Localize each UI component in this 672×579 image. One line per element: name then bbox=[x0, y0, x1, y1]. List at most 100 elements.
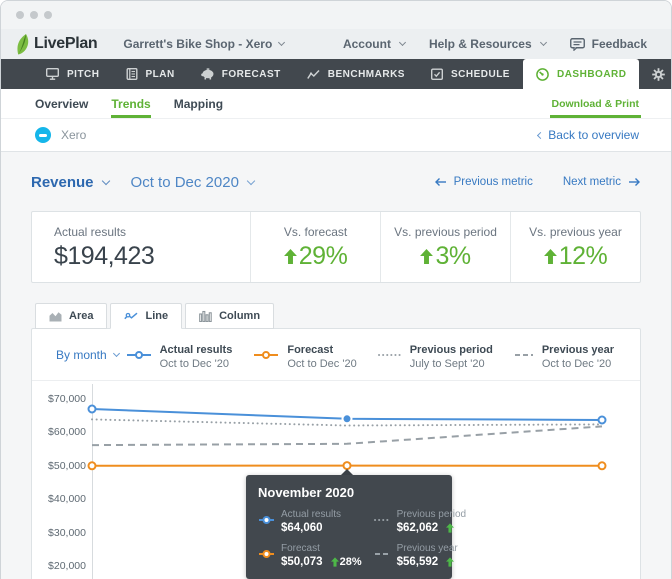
back-to-overview-link[interactable]: Back to overview bbox=[537, 128, 639, 142]
dotted-line-swatch-icon bbox=[377, 347, 402, 370]
tooltip-delta: 3% bbox=[446, 522, 471, 534]
stat-value: $194,423 bbox=[54, 242, 155, 270]
dashboard-content: Revenue Oct to Dec 2020 Previous metric … bbox=[1, 152, 671, 579]
tab-label: DASHBOARD bbox=[556, 68, 627, 80]
tooltip-delta: 28% bbox=[330, 556, 362, 568]
tooltip-delta-pct: 3% bbox=[455, 522, 472, 534]
stat-vs-previous-year: Vs. previous year 12% bbox=[510, 212, 640, 282]
period-dropdown[interactable]: Oct to Dec 2020 bbox=[131, 174, 256, 191]
chart-tab-label: Column bbox=[219, 310, 261, 322]
group-by-dropdown[interactable]: By month bbox=[56, 348, 120, 362]
legend-period: Oct to Dec '20 bbox=[159, 358, 229, 370]
chevron-down-icon bbox=[278, 38, 286, 47]
window-titlebar bbox=[1, 1, 671, 29]
tab-schedule[interactable]: SCHEDULE bbox=[418, 59, 523, 89]
y-axis-tick: $70,000 bbox=[48, 393, 86, 405]
line-chart-plot[interactable]: $70,000 $60,000 $50,000 $40,000 $30,000 … bbox=[32, 380, 640, 579]
data-source-bar: Xero Back to overview bbox=[1, 119, 671, 152]
y-axis-tick: $50,000 bbox=[48, 460, 86, 472]
legend-forecast[interactable]: Forecast Oct to Dec '20 bbox=[253, 344, 357, 370]
metric-bar: Revenue Oct to Dec 2020 Previous metric … bbox=[31, 166, 641, 198]
chevron-down-icon bbox=[112, 349, 120, 358]
line-marker-swatch-icon bbox=[258, 512, 275, 534]
subnav-label: Trends bbox=[111, 96, 151, 111]
chart-tooltip: November 2020 Actual results $64,060 bbox=[246, 469, 477, 579]
monitor-icon bbox=[46, 68, 59, 80]
tab-options[interactable]: OPTIONS bbox=[639, 59, 671, 89]
summary-stats-card: Actual results $194,423 Vs. forecast 29%… bbox=[31, 211, 641, 283]
app-header: LivePlan Garrett's Bike Shop - Xero Acco… bbox=[1, 29, 671, 59]
chart-legend: Actual results Oct to Dec '20 Forecast O… bbox=[126, 344, 614, 370]
legend-previous-period[interactable]: Previous period July to Sept '20 bbox=[377, 344, 493, 370]
logo-text: LivePlan bbox=[34, 35, 98, 52]
download-print-button[interactable]: Download & Print bbox=[549, 89, 641, 118]
up-arrow-icon bbox=[420, 249, 434, 264]
liveplan-logo[interactable]: LivePlan bbox=[15, 33, 98, 55]
company-selector[interactable]: Garrett's Bike Shop - Xero bbox=[123, 37, 286, 51]
notebook-icon bbox=[126, 68, 137, 80]
tooltip-delta: 13% bbox=[446, 556, 477, 568]
chart-series-svg bbox=[87, 404, 607, 471]
y-axis-tick: $30,000 bbox=[48, 527, 86, 539]
chart-tab-column[interactable]: Column bbox=[185, 303, 275, 329]
arrow-left-icon bbox=[434, 178, 446, 186]
tooltip-series-name: Forecast bbox=[281, 543, 320, 554]
tooltip-forecast: Forecast $50,073 28% bbox=[258, 543, 362, 568]
previous-metric-button[interactable]: Previous metric bbox=[434, 176, 533, 188]
subnav-label: Mapping bbox=[173, 96, 224, 111]
dashboard-subnav: Overview Trends Mapping Download & Print bbox=[1, 89, 671, 119]
tooltip-value: $50,073 bbox=[281, 556, 323, 568]
legend-period: July to Sept '20 bbox=[409, 358, 485, 370]
line-chart-icon bbox=[124, 312, 138, 319]
trend-line-icon bbox=[306, 69, 320, 79]
subnav-label: Overview bbox=[35, 96, 89, 111]
metric-name: Revenue bbox=[31, 173, 94, 191]
tab-dashboard[interactable]: DASHBOARD bbox=[522, 59, 640, 89]
tab-forecast[interactable]: FORECAST bbox=[188, 59, 294, 89]
tab-plan[interactable]: PLAN bbox=[113, 59, 188, 89]
window-control-dot[interactable] bbox=[44, 11, 52, 19]
legend-period: Oct to Dec '20 bbox=[541, 358, 612, 370]
subnav-overview[interactable]: Overview bbox=[35, 89, 88, 118]
source-name: Xero bbox=[61, 128, 87, 142]
window-control-dot[interactable] bbox=[16, 11, 24, 19]
up-arrow-icon bbox=[283, 249, 297, 264]
chart-tab-area[interactable]: Area bbox=[35, 303, 108, 329]
legend-previous-year[interactable]: Previous year Oct to Dec '20 bbox=[514, 344, 614, 370]
chart-tab-label: Area bbox=[69, 310, 94, 322]
legend-name: Forecast bbox=[287, 344, 334, 356]
stat-label: Actual results bbox=[54, 225, 127, 239]
tooltip-actual-results: Actual results $64,060 bbox=[258, 509, 362, 534]
stat-value: 3% bbox=[435, 242, 471, 270]
tab-label: PLAN bbox=[145, 68, 175, 80]
feedback-button[interactable]: Feedback bbox=[569, 37, 647, 51]
gauge-icon bbox=[536, 67, 549, 81]
legend-actual-results[interactable]: Actual results Oct to Dec '20 bbox=[126, 344, 233, 370]
tab-pitch[interactable]: PITCH bbox=[33, 59, 113, 89]
dashed-line-swatch-icon bbox=[374, 546, 391, 568]
help-resources-menu[interactable]: Help & Resources bbox=[429, 37, 547, 51]
tooltip-previous-year: Previous year $56,592 13% bbox=[374, 543, 477, 568]
legend-name: Actual results bbox=[159, 344, 233, 356]
y-axis-tick: $60,000 bbox=[48, 426, 86, 438]
y-axis-tick: $20,000 bbox=[48, 560, 86, 572]
stat-value: 29% bbox=[298, 242, 348, 270]
chart-tab-line[interactable]: Line bbox=[110, 303, 183, 329]
metric-dropdown[interactable]: Revenue bbox=[31, 173, 110, 191]
tab-benchmarks[interactable]: BENCHMARKS bbox=[294, 59, 418, 89]
account-menu[interactable]: Account bbox=[343, 37, 406, 51]
tab-label: BENCHMARKS bbox=[327, 68, 405, 80]
line-marker-swatch-icon bbox=[253, 347, 279, 370]
stat-vs-forecast: Vs. forecast 29% bbox=[250, 212, 380, 282]
chevron-down-icon bbox=[246, 176, 256, 185]
subnav-trends[interactable]: Trends bbox=[111, 89, 152, 118]
tooltip-title: November 2020 bbox=[258, 485, 355, 500]
main-navigation: PITCH PLAN FORECAST bbox=[1, 59, 671, 89]
next-metric-button[interactable]: Next metric bbox=[563, 176, 641, 188]
column-chart-icon bbox=[199, 310, 212, 322]
y-axis-line bbox=[92, 384, 93, 579]
window-control-dot[interactable] bbox=[30, 11, 38, 19]
chevron-down-icon bbox=[398, 38, 406, 47]
subnav-mapping[interactable]: Mapping bbox=[174, 89, 223, 118]
area-chart-icon bbox=[49, 312, 62, 322]
